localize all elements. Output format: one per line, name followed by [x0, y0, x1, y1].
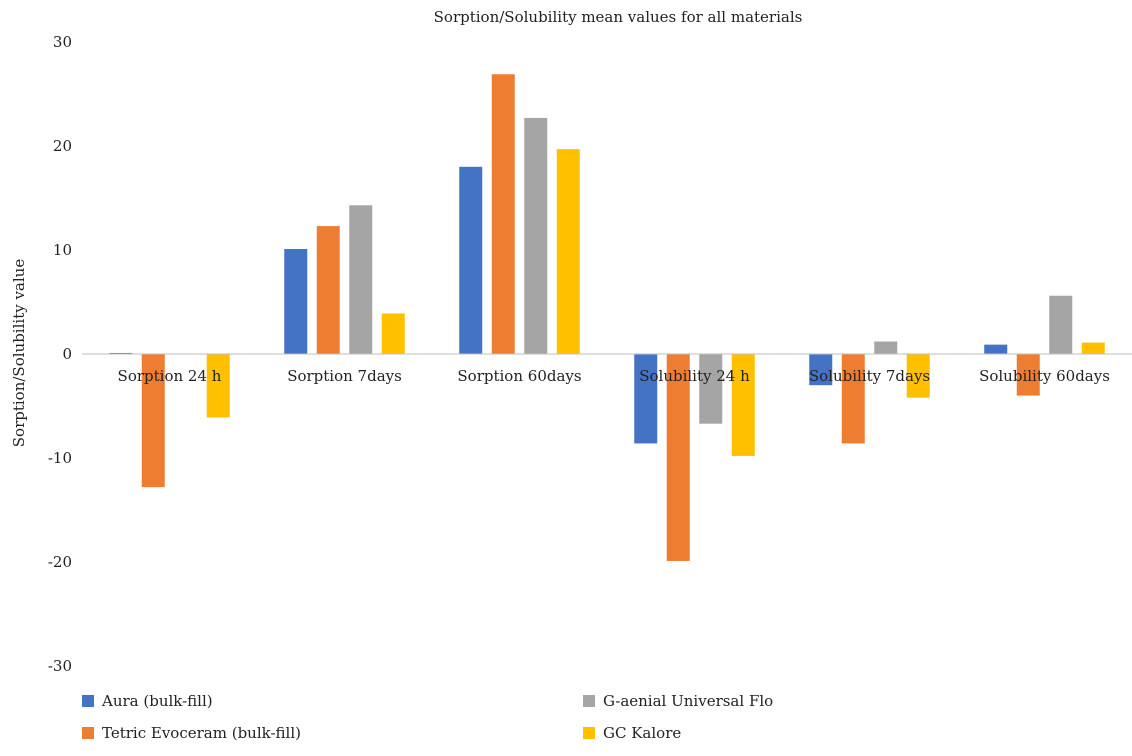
category-label: Sorption 7days — [287, 367, 402, 385]
legend-swatch — [583, 727, 595, 739]
y-tick-label: -30 — [48, 657, 72, 675]
bar — [841, 354, 865, 444]
y-tick-label: 0 — [62, 345, 72, 363]
bar — [731, 354, 755, 456]
bar — [984, 344, 1008, 354]
bar — [381, 313, 405, 354]
bar — [141, 354, 165, 488]
bar — [1081, 342, 1105, 354]
y-tick-label: 20 — [53, 137, 72, 155]
chart-title: Sorption/Solubility mean values for all … — [434, 8, 803, 26]
bar — [809, 354, 833, 386]
legend-swatch — [82, 695, 94, 707]
category-label: Solubility 7days — [809, 367, 930, 385]
bar — [284, 248, 308, 354]
bar — [524, 117, 548, 354]
bars-group — [109, 74, 1105, 561]
category-label: Solubility 24 h — [639, 367, 750, 385]
y-axis-ticks: 30 20 10 0 -10 -20 -30 — [48, 33, 72, 675]
legend-label: G-aenial Universal Flo — [603, 692, 773, 710]
y-tick-label: -20 — [48, 553, 72, 571]
bar — [666, 354, 690, 561]
bar — [874, 341, 898, 354]
y-tick-label: 10 — [53, 241, 72, 259]
legend-label: GC Kalore — [603, 724, 681, 742]
bar — [459, 166, 483, 354]
bar — [206, 354, 230, 418]
bar — [1016, 354, 1040, 396]
bar — [699, 354, 723, 424]
legend-label: Aura (bulk-fill) — [101, 692, 213, 710]
bar — [316, 226, 340, 354]
legend-swatch — [82, 727, 94, 739]
bar — [349, 205, 373, 354]
bar — [109, 352, 133, 354]
legend-label: Tetric Evoceram (bulk-fill) — [102, 724, 301, 742]
y-axis-label: Sorption/Solubility value — [10, 259, 28, 448]
category-labels: Sorption 24 h Sorption 7days Sorption 60da… — [118, 367, 1110, 385]
legend: Aura (bulk-fill) Tetric Evoceram (bulk-fi… — [82, 692, 773, 742]
y-tick-label: -10 — [48, 449, 72, 467]
category-label: Sorption 24 h — [118, 367, 222, 385]
bar — [634, 354, 658, 444]
bar — [491, 74, 515, 355]
bar — [906, 354, 930, 398]
category-label: Sorption 60days — [457, 367, 581, 385]
bar — [556, 149, 580, 354]
y-tick-label: 30 — [53, 33, 72, 51]
category-label: Solubility 60days — [979, 367, 1110, 385]
bar — [1049, 295, 1073, 354]
legend-swatch — [583, 695, 595, 707]
